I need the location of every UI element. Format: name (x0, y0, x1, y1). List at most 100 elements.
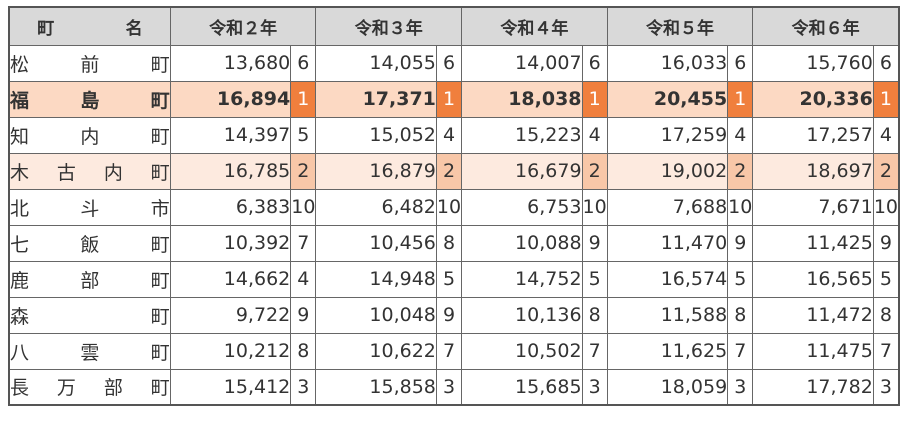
rank-cell: 8 (581, 296, 608, 334)
rank-cell: 10 (435, 188, 463, 226)
town-name-cell: 七飯町 (8, 224, 171, 262)
rank-cell: 1 (872, 80, 900, 118)
town-name-cell: 知内町 (8, 116, 171, 154)
year-column-header: 令和５年 (606, 6, 754, 46)
rank-cell: 1 (435, 80, 463, 118)
population-cell: 16,894 (169, 80, 292, 118)
header-row: 町 名 令和２年 令和３年 令和４年 令和５年 令和６年 (8, 6, 900, 46)
rank-cell: 9 (290, 296, 317, 334)
population-cell: 6,753 (461, 188, 583, 226)
rank-cell: 6 (727, 44, 754, 82)
population-cell: 14,752 (461, 260, 583, 298)
rank-cell: 10 (872, 188, 900, 226)
rank-cell: 1 (727, 80, 754, 118)
population-cell: 11,472 (752, 296, 874, 334)
rank-cell: 2 (435, 152, 463, 190)
rank-cell: 3 (872, 368, 900, 406)
population-cell: 20,455 (606, 80, 729, 118)
population-cell: 18,059 (606, 368, 729, 406)
population-cell: 7,688 (606, 188, 729, 226)
population-cell: 11,625 (606, 332, 729, 370)
table-row: 知内町 14,397 5 15,052 4 15,223 4 17,259 4 17,257 4 (8, 116, 900, 154)
rank-cell: 5 (435, 260, 463, 298)
table-row: 長万部町 15,412 3 15,858 3 15,685 3 18,059 3 17,782 3 (8, 368, 900, 406)
rank-cell: 5 (581, 260, 608, 298)
population-cell: 10,456 (315, 224, 437, 262)
table-row: 松前町 13,680 6 14,055 6 14,007 6 16,033 6 15,760 6 (8, 44, 900, 82)
population-cell: 15,223 (461, 116, 583, 154)
rank-cell: 3 (435, 368, 463, 406)
table-row: 木古内町 16,785 2 16,879 2 16,679 2 19,002 2 18,697 2 (8, 152, 900, 190)
table-row: 北斗市 6,383 10 6,482 10 6,753 10 7,688 10 7,671 10 (8, 188, 900, 226)
town-name-cell: 八雲町 (8, 332, 171, 370)
population-cell: 18,697 (752, 152, 874, 190)
population-cell: 16,033 (606, 44, 729, 82)
table-row: 鹿部町 14,662 4 14,948 5 14,752 5 16,574 5 16,565 5 (8, 260, 900, 298)
population-cell: 15,858 (315, 368, 437, 406)
town-name-cell: 長万部町 (8, 368, 171, 406)
rank-cell: 2 (290, 152, 317, 190)
population-cell: 10,136 (461, 296, 583, 334)
town-name-cell: 木古内町 (8, 152, 171, 190)
rank-cell: 5 (290, 116, 317, 154)
population-cell: 10,502 (461, 332, 583, 370)
rank-cell: 7 (872, 332, 900, 370)
rank-cell: 10 (727, 188, 754, 226)
population-cell: 19,002 (606, 152, 729, 190)
population-cell: 14,055 (315, 44, 437, 82)
rank-cell: 6 (872, 44, 900, 82)
rank-cell: 7 (727, 332, 754, 370)
rank-cell: 7 (435, 332, 463, 370)
year-column-header: 令和４年 (461, 6, 608, 46)
rank-cell: 10 (581, 188, 608, 226)
population-cell: 9,722 (169, 296, 292, 334)
rank-cell: 5 (727, 260, 754, 298)
population-cell: 16,574 (606, 260, 729, 298)
population-cell: 17,371 (315, 80, 437, 118)
rank-cell: 4 (727, 116, 754, 154)
population-cell: 7,671 (752, 188, 874, 226)
table-header: 町 名 令和２年 令和３年 令和４年 令和５年 令和６年 (8, 6, 900, 46)
population-cell: 11,425 (752, 224, 874, 262)
rank-cell: 2 (872, 152, 900, 190)
table-row: 森町 9,722 9 10,048 9 10,136 8 11,588 8 11,472 8 (8, 296, 900, 334)
population-cell: 6,482 (315, 188, 437, 226)
population-cell: 15,760 (752, 44, 874, 82)
population-cell: 10,622 (315, 332, 437, 370)
population-cell: 20,336 (752, 80, 874, 118)
population-cell: 11,588 (606, 296, 729, 334)
population-cell: 14,662 (169, 260, 292, 298)
rank-cell: 4 (872, 116, 900, 154)
population-cell: 15,685 (461, 368, 583, 406)
table-row: 八雲町 10,212 8 10,622 7 10,502 7 11,625 7 11,475 7 (8, 332, 900, 370)
rank-cell: 3 (727, 368, 754, 406)
population-cell: 17,257 (752, 116, 874, 154)
population-cell: 17,259 (606, 116, 729, 154)
rank-cell: 1 (290, 80, 317, 118)
ranking-table: 町 名 令和２年 令和３年 令和４年 令和５年 令和６年 松前町 13,680 6 1… (8, 6, 900, 406)
town-name-cell: 森町 (8, 296, 171, 334)
rank-cell: 6 (290, 44, 317, 82)
rank-cell: 9 (435, 296, 463, 334)
population-cell: 14,397 (169, 116, 292, 154)
population-cell: 16,565 (752, 260, 874, 298)
population-cell: 11,470 (606, 224, 729, 262)
rank-cell: 6 (581, 44, 608, 82)
year-column-header: 令和３年 (315, 6, 463, 46)
rank-cell: 9 (872, 224, 900, 262)
population-cell: 16,679 (461, 152, 583, 190)
table-body: 松前町 13,680 6 14,055 6 14,007 6 16,033 6 15,760 6 福島… (8, 44, 900, 406)
table-row: 福島町 16,894 1 17,371 1 18,038 1 20,455 1 20,336 1 (8, 80, 900, 118)
rank-cell: 9 (727, 224, 754, 262)
rank-cell: 3 (290, 368, 317, 406)
rank-cell: 8 (727, 296, 754, 334)
population-cell: 14,007 (461, 44, 583, 82)
rank-cell: 8 (290, 332, 317, 370)
year-column-header: 令和６年 (752, 6, 900, 46)
ranking-table-container: 町 名 令和２年 令和３年 令和４年 令和５年 令和６年 松前町 13,680 6 1… (8, 6, 900, 406)
rank-cell: 8 (872, 296, 900, 334)
population-cell: 17,782 (752, 368, 874, 406)
population-cell: 13,680 (169, 44, 292, 82)
rank-cell: 6 (435, 44, 463, 82)
town-name-cell: 松前町 (8, 44, 171, 82)
